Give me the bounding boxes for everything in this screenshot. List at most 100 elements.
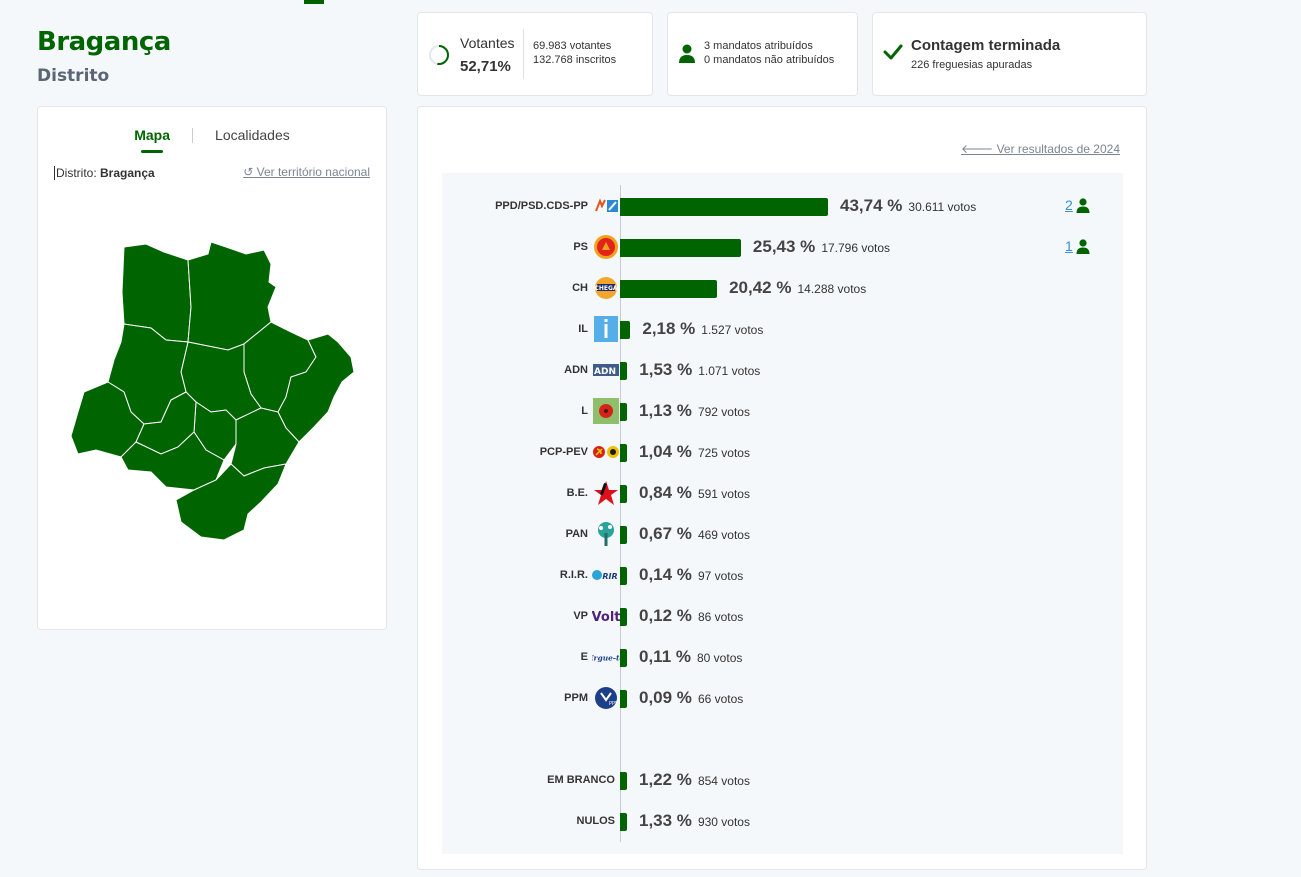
party-name: ADN (564, 364, 588, 376)
count-status-subtitle: 226 freguesias apuradas (911, 59, 1033, 71)
voters-count: 69.983 votantes (533, 40, 612, 52)
map-region-carrazeda[interactable] (70, 381, 145, 458)
result-bar (620, 485, 627, 503)
result-row: L 1,13 % 792 votos (442, 398, 1123, 424)
svg-text:RIR: RIR (602, 572, 617, 581)
result-row: PPM PPM 0,09 % 66 votos (442, 686, 1123, 710)
party-name: PPD/PSD.CDS-PP (495, 200, 588, 212)
party-name: CH (572, 282, 588, 294)
previous-results-link[interactable]: 🡐 Ver resultados de 2024 (961, 141, 1120, 156)
count-status-title: Contagem terminada (911, 37, 1061, 54)
previous-results-label: Ver resultados de 2024 (996, 142, 1120, 156)
result-percent: 1,22 % (639, 770, 692, 789)
svg-text:ADN: ADN (594, 367, 616, 377)
result-row: PS 25,43 % 17.796 votos 1 (442, 235, 1123, 259)
party-name: E (580, 651, 588, 663)
result-row: NULOS 1,33 % 930 votos (442, 809, 1123, 833)
map-region-freixo[interactable] (175, 463, 287, 541)
ps-logo (592, 235, 620, 259)
seat-person-icon (1076, 197, 1090, 213)
chart-axis-line (620, 185, 621, 842)
psd-cds-logo (592, 194, 620, 218)
seats-link[interactable]: 2 (1065, 197, 1073, 213)
result-votes: 80 votos (697, 651, 743, 665)
result-percent: 1,13 % (639, 401, 692, 420)
result-percent: 0,09 % (639, 688, 692, 707)
result-percent: 1,04 % (639, 442, 692, 461)
result-bar (620, 649, 627, 667)
result-value: 1,22 % 854 votos (639, 770, 750, 790)
result-bar (620, 608, 627, 626)
result-votes: 1.527 votos (701, 323, 764, 337)
turnout-progress-ring (429, 45, 449, 65)
party-name: PAN (565, 528, 588, 540)
results-card: 🡐 Ver resultados de 2024 PPD/PSD.CDS-PP 4… (417, 106, 1147, 870)
result-percent: 20,42 % (729, 278, 792, 297)
result-percent: 25,43 % (752, 237, 816, 256)
breadcrumb-label: Distrito: (56, 166, 97, 180)
check-icon (883, 44, 903, 60)
seat-person-icon (1076, 238, 1090, 254)
pan-logo (592, 522, 620, 546)
tab-mapa[interactable]: Mapa (112, 127, 192, 143)
result-row: PPD/PSD.CDS-PP 43,74 % 30.611 votos 2 (442, 194, 1123, 218)
result-votes: 14.288 votos (797, 282, 867, 296)
result-row: PCP-PEV 1,04 % 725 votos (442, 440, 1123, 464)
result-percent: 1,53 % (639, 360, 693, 379)
result-votes: 591 votos (697, 487, 750, 501)
map-card: Mapa Localidades Distrito: Bragança ↺ Ve… (37, 106, 387, 630)
result-row: IL 2,18 % 1.527 votos (442, 316, 1123, 342)
svg-text:PPM: PPM (609, 701, 618, 707)
svg-text:Volt: Volt (592, 610, 620, 624)
result-percent: 0,11 % (639, 647, 691, 666)
result-value: 1,04 % 725 votos (639, 442, 750, 462)
party-name: L (581, 405, 588, 417)
result-votes: 792 votos (697, 405, 750, 419)
result-bar (620, 321, 631, 339)
national-territory-link[interactable]: ↺ Ver território nacional (243, 165, 370, 179)
tab-localidades[interactable]: Localidades (215, 127, 290, 143)
result-value: 0,12 % 86 votos (639, 606, 743, 626)
result-percent: 2,18 % (642, 319, 696, 338)
map-region-miranda-do-douro[interactable] (277, 333, 355, 443)
seats-link[interactable]: 1 (1065, 238, 1073, 254)
text-cursor (54, 166, 55, 180)
result-bar (620, 444, 627, 462)
be-logo (592, 481, 620, 505)
party-name: NULOS (576, 815, 616, 827)
tab-divider (192, 127, 194, 143)
result-row: R.I.R. RIR 0,14 % 97 votos (442, 563, 1123, 587)
result-value: 0,11 % 80 votos (639, 647, 742, 667)
result-value: 0,84 % 591 votos (639, 483, 750, 503)
district-map[interactable] (66, 232, 366, 542)
livre-logo (592, 398, 620, 424)
page-title: Bragança (37, 27, 171, 57)
result-bar (620, 813, 627, 831)
result-votes: 97 votos (697, 569, 744, 583)
result-percent: 0,67 % (639, 524, 692, 543)
result-votes: 469 votos (697, 528, 750, 542)
result-percent: 0,14 % (639, 565, 692, 584)
result-value: 1,53 % 1.071 votos (639, 360, 760, 380)
result-votes: 930 votos (697, 815, 750, 829)
page-subtitle: Distrito (37, 66, 110, 86)
result-percent: 0,84 % (639, 483, 692, 502)
result-value: 25,43 % 17.796 votos (753, 237, 890, 257)
chega-logo: CHEGA (592, 276, 620, 300)
party-name: B.E. (566, 487, 588, 499)
seats-count: 1 (1065, 238, 1090, 254)
result-value: 1,33 % 930 votos (639, 811, 750, 831)
result-row: PAN 0,67 % 469 votos (442, 522, 1123, 546)
count-status-card: Contagem terminada 226 freguesias apurad… (872, 12, 1147, 96)
il-logo (592, 316, 620, 342)
turnout-percent: 52,71% (460, 58, 511, 75)
adn-logo: ADN (592, 358, 620, 382)
result-bar (620, 239, 741, 257)
breadcrumb-district: Bragança (100, 166, 155, 180)
map-tabs: Mapa Localidades (38, 127, 386, 143)
cdu-logo (592, 440, 620, 464)
national-territory-link-label: Ver território nacional (256, 165, 370, 179)
volt-logo: Volt (592, 604, 620, 628)
undo-icon: ↺ (243, 165, 254, 179)
